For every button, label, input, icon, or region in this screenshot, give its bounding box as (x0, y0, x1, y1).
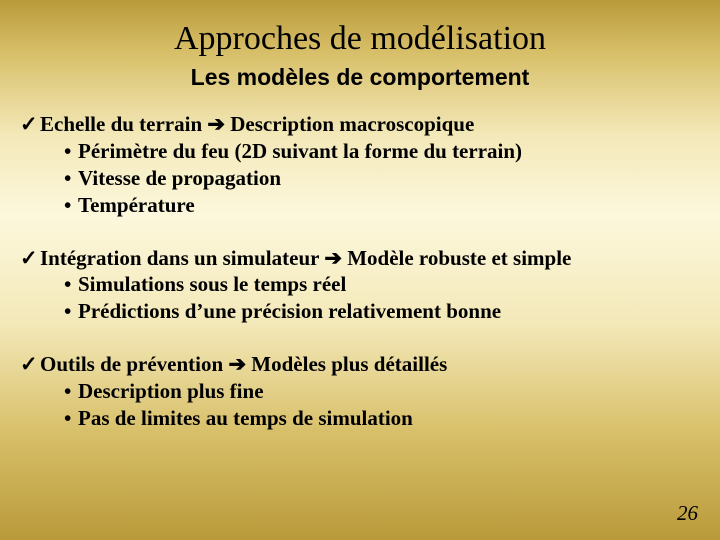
block-lead: ✓Outils de prévention ➔ Modèles plus dét… (20, 351, 700, 378)
lead-text-before: Outils de prévention (40, 352, 228, 376)
block-lead: ✓Intégration dans un simulateur ➔ Modèle… (20, 245, 700, 272)
content-block: ✓Echelle du terrain ➔ Description macros… (20, 111, 700, 219)
lead-text-after: Modèle robuste et simple (342, 246, 571, 270)
sub-text: Prédictions d’une précision relativement… (78, 299, 501, 323)
sub-text: Description plus fine (78, 379, 264, 403)
bullet-icon: • (64, 271, 78, 298)
slide-content: ✓Echelle du terrain ➔ Description macros… (0, 91, 720, 432)
check-icon: ✓ (20, 351, 40, 378)
slide: Approches de modélisation Les modèles de… (0, 0, 720, 540)
bullet-icon: • (64, 378, 78, 405)
sub-text: Pas de limites au temps de simulation (78, 406, 413, 430)
content-block: ✓Intégration dans un simulateur ➔ Modèle… (20, 245, 700, 326)
sub-item: •Description plus fine (20, 378, 700, 405)
sub-item: •Pas de limites au temps de simulation (20, 405, 700, 432)
sub-item: •Prédictions d’une précision relativemen… (20, 298, 700, 325)
sub-item: •Périmètre du feu (2D suivant la forme d… (20, 138, 700, 165)
sub-text: Périmètre du feu (2D suivant la forme du… (78, 139, 522, 163)
arrow-icon: ➔ (228, 351, 246, 378)
check-icon: ✓ (20, 245, 40, 272)
lead-text-after: Description macroscopique (225, 112, 474, 136)
content-block: ✓Outils de prévention ➔ Modèles plus dét… (20, 351, 700, 432)
check-icon: ✓ (20, 111, 40, 138)
lead-text-before: Intégration dans un simulateur (40, 246, 324, 270)
block-lead: ✓Echelle du terrain ➔ Description macros… (20, 111, 700, 138)
bullet-icon: • (64, 192, 78, 219)
bullet-icon: • (64, 138, 78, 165)
bullet-icon: • (64, 405, 78, 432)
sub-item: •Simulations sous le temps réel (20, 271, 700, 298)
arrow-icon: ➔ (207, 111, 225, 138)
sub-text: Vitesse de propagation (78, 166, 281, 190)
slide-subtitle: Les modèles de comportement (0, 64, 720, 91)
lead-text-after: Modèles plus détaillés (246, 352, 447, 376)
page-number: 26 (677, 501, 698, 526)
lead-text-before: Echelle du terrain (40, 112, 207, 136)
sub-text: Simulations sous le temps réel (78, 272, 346, 296)
arrow-icon: ➔ (324, 245, 342, 272)
slide-title: Approches de modélisation (0, 0, 720, 58)
sub-text: Température (78, 193, 195, 217)
bullet-icon: • (64, 165, 78, 192)
bullet-icon: • (64, 298, 78, 325)
sub-item: •Vitesse de propagation (20, 165, 700, 192)
sub-item: •Température (20, 192, 700, 219)
